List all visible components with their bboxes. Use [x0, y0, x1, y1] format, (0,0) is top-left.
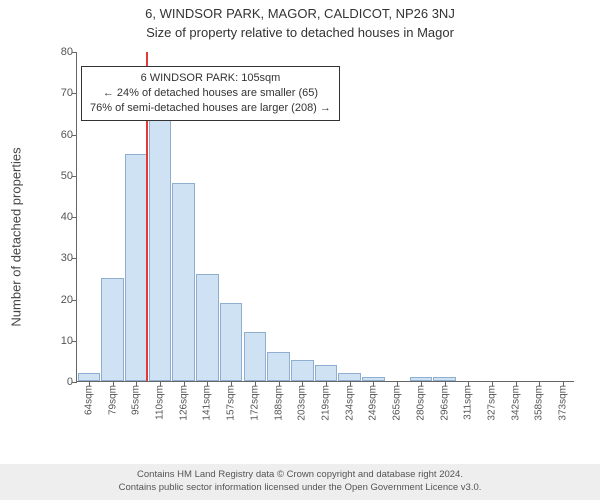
y-tick-mark	[72, 258, 77, 259]
x-tick-label: 373sqm	[558, 385, 569, 421]
x-tick-label: 126sqm	[178, 385, 189, 421]
callout-line-2: ← 24% of detached houses are smaller (65…	[90, 86, 331, 101]
x-tick-label: 219sqm	[321, 385, 332, 421]
y-tick-mark	[72, 382, 77, 383]
histogram-bar	[101, 278, 124, 381]
x-tick-label: 172sqm	[249, 385, 260, 421]
x-tick-label: 203sqm	[297, 385, 308, 421]
callout-line-1: 6 WINDSOR PARK: 105sqm	[90, 71, 331, 86]
x-tick-label: 342sqm	[510, 385, 521, 421]
x-tick-label: 358sqm	[534, 385, 545, 421]
histogram-bar	[244, 332, 267, 382]
chart-container: Number of detached properties 0102030405…	[46, 46, 584, 428]
x-tick-label: 249sqm	[368, 385, 379, 421]
x-tick-label: 280sqm	[415, 385, 426, 421]
x-tick-label: 296sqm	[439, 385, 450, 421]
callout-box: 6 WINDSOR PARK: 105sqm ← 24% of detached…	[81, 66, 340, 121]
histogram-bar	[315, 365, 338, 382]
footer: Contains HM Land Registry data © Crown c…	[0, 464, 600, 500]
x-tick-label: 95sqm	[131, 385, 142, 415]
y-axis-label: Number of detached properties	[9, 147, 24, 326]
x-tick-label: 157sqm	[226, 385, 237, 421]
histogram-bar	[149, 109, 172, 381]
x-tick-label: 188sqm	[273, 385, 284, 421]
y-tick-mark	[72, 217, 77, 218]
histogram-bar	[220, 303, 243, 381]
histogram-bar	[78, 373, 101, 381]
x-tick-label: 327sqm	[487, 385, 498, 421]
histogram-bar	[338, 373, 361, 381]
histogram-bar	[125, 154, 148, 381]
callout-line-3: 76% of semi-detached houses are larger (…	[90, 101, 331, 116]
y-tick-mark	[72, 176, 77, 177]
x-tick-label: 79sqm	[107, 385, 118, 415]
footer-line-2: Contains public sector information licen…	[8, 482, 592, 494]
histogram-bar	[196, 274, 219, 381]
x-tick-label: 64sqm	[83, 385, 94, 415]
histogram-bar	[267, 352, 290, 381]
x-tick-label: 141sqm	[202, 385, 213, 421]
x-tick-label: 265sqm	[392, 385, 403, 421]
y-tick-mark	[72, 93, 77, 94]
x-tick-label: 110sqm	[155, 385, 166, 420]
histogram-bar	[291, 360, 314, 381]
footer-line-1: Contains HM Land Registry data © Crown c…	[8, 469, 592, 481]
y-tick-mark	[72, 52, 77, 53]
page-subtitle: Size of property relative to detached ho…	[0, 21, 600, 40]
y-tick-mark	[72, 341, 77, 342]
page-title: 6, WINDSOR PARK, MAGOR, CALDICOT, NP26 3…	[0, 0, 600, 21]
histogram-bar	[172, 183, 195, 381]
y-tick-mark	[72, 135, 77, 136]
plot-area: 0102030405060708064sqm79sqm95sqm110sqm12…	[76, 52, 574, 382]
x-tick-label: 234sqm	[344, 385, 355, 421]
x-tick-label: 311sqm	[463, 385, 474, 420]
y-tick-mark	[72, 300, 77, 301]
